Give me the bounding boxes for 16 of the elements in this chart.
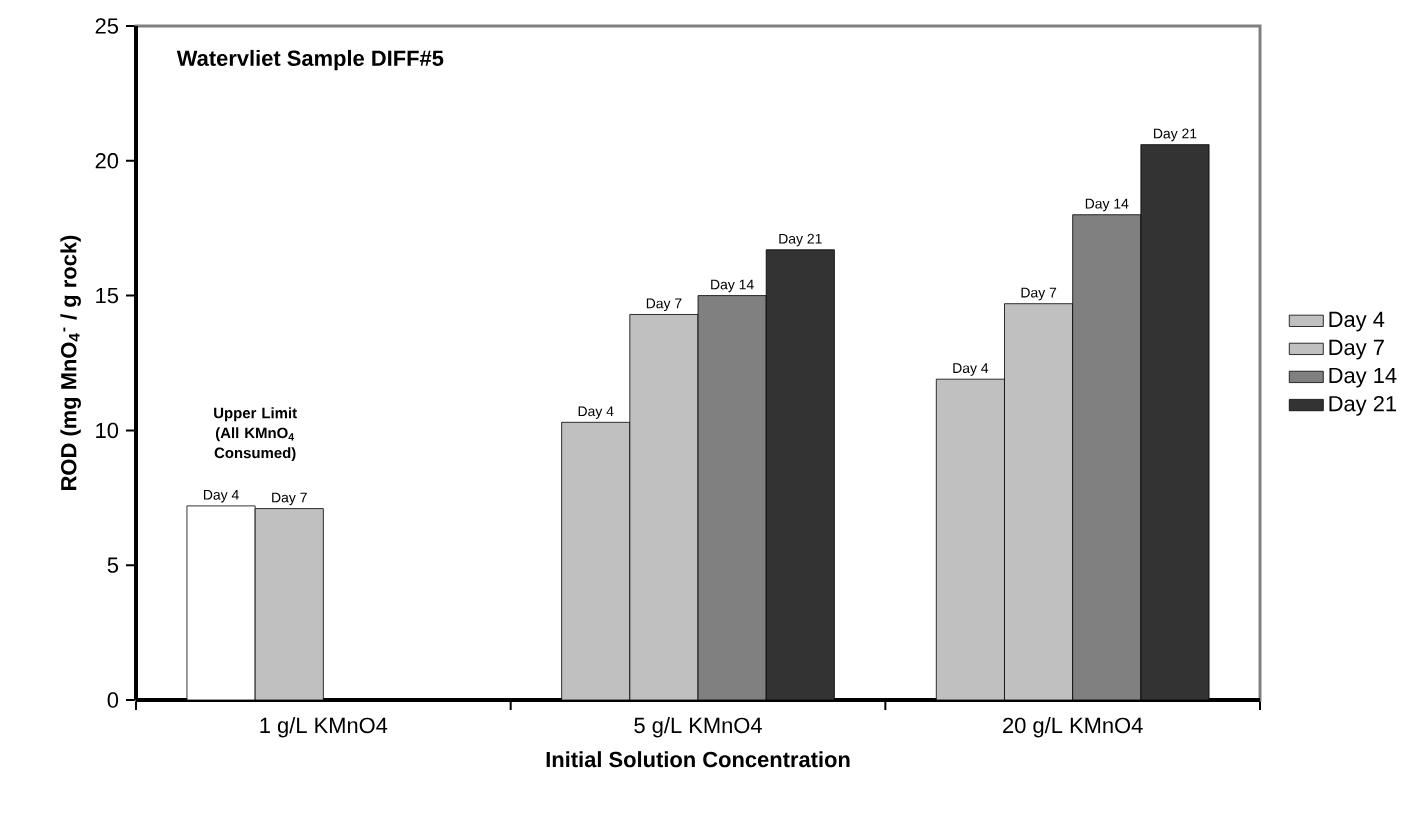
legend-label: Day 21 bbox=[1329, 395, 1397, 416]
legend-label: Day 14 bbox=[1329, 367, 1397, 388]
legend-label: Day 7 bbox=[1329, 339, 1384, 360]
y-axis-title: ROD (mg MnO$_{4}$$^{-}$ / g rock) bbox=[60, 235, 81, 490]
y-tick-label: 10 bbox=[96, 422, 119, 439]
y-tick-label: 0 bbox=[107, 692, 119, 708]
text: Watervliet Sample DIFF#5 bbox=[176, 49, 444, 71]
y-tick-label: 20 bbox=[95, 153, 119, 169]
x-tick-label: 1 g/L KMnO4 bbox=[260, 717, 388, 738]
y-tick-label: 25 bbox=[95, 18, 119, 34]
y-tick-label: 5 bbox=[107, 557, 119, 573]
y-tick-label: 15 bbox=[96, 287, 119, 304]
x-tick-label: 20 g/L KMnO4 bbox=[1003, 717, 1143, 738]
legend-label: Day 4 bbox=[1329, 311, 1385, 332]
x-tick-label: 5 g/L KMnO4 bbox=[634, 717, 762, 738]
x-axis-title: Initial Solution Concentration bbox=[546, 751, 850, 768]
